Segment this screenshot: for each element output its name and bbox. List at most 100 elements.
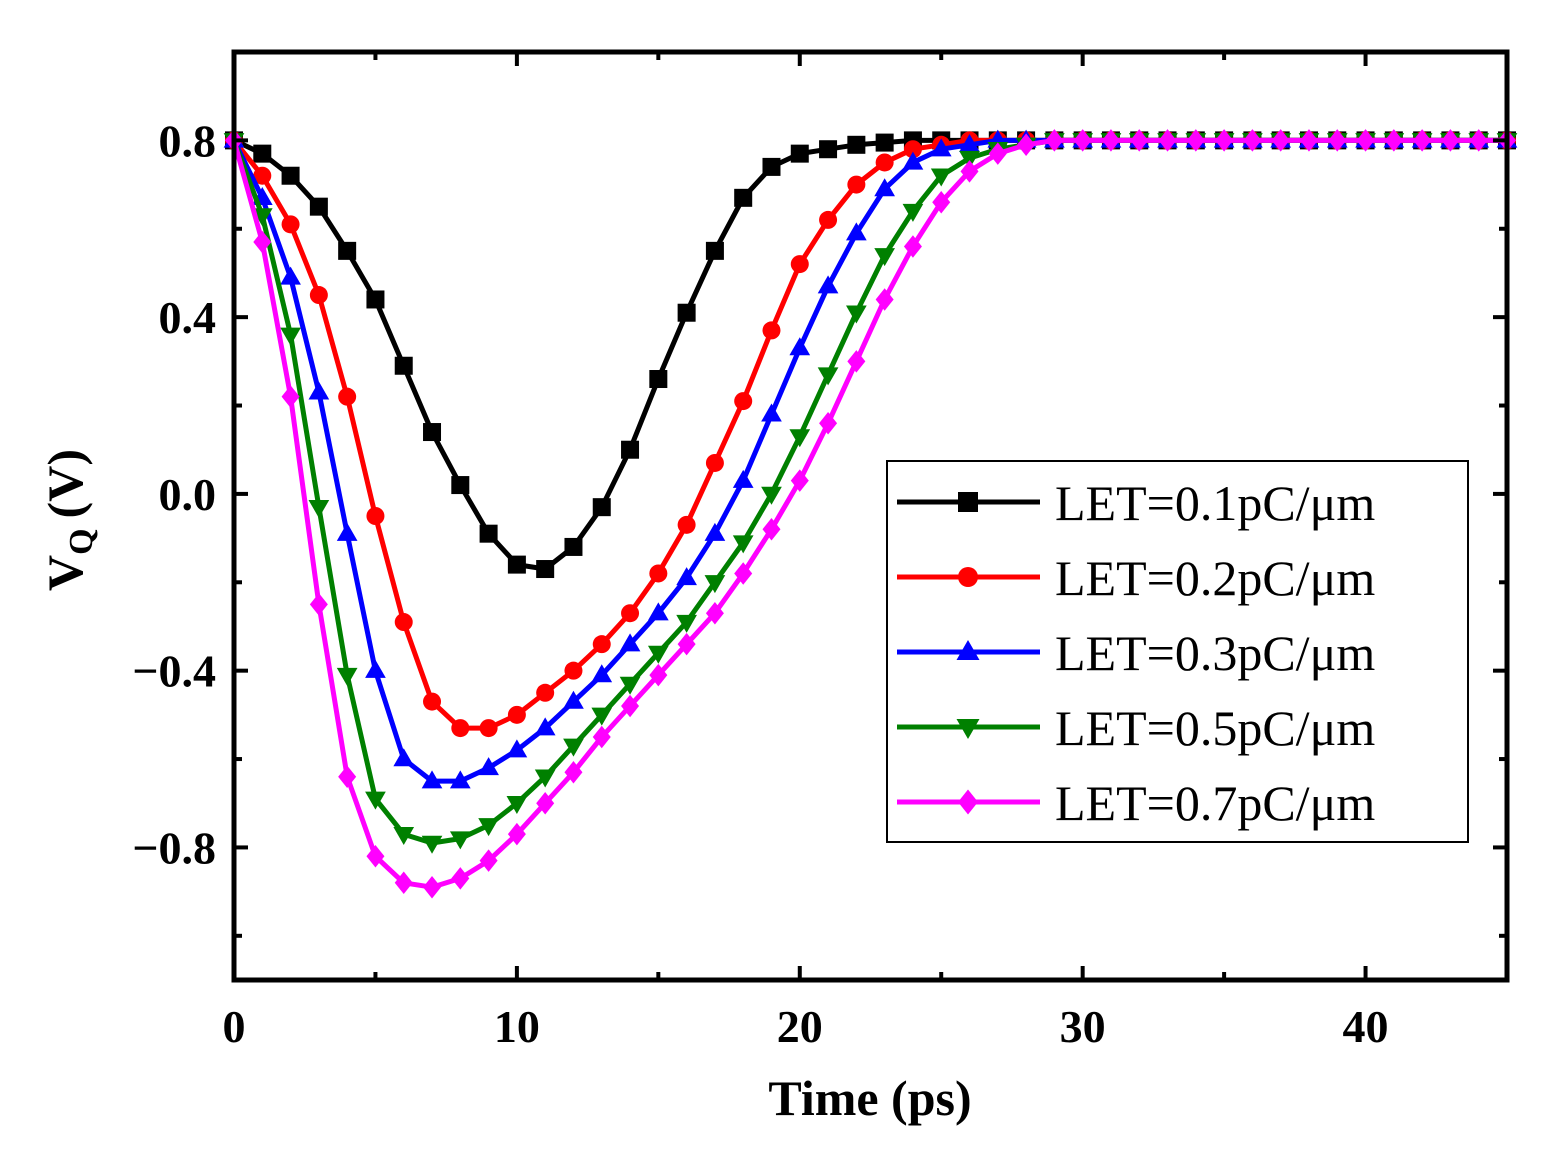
series-5-point (988, 142, 1007, 165)
legend-item-4: LET=0.5pC/μm (897, 700, 1375, 756)
series-3-point (902, 151, 924, 170)
y-axis-title: VQ (V) (37, 449, 100, 591)
legend: LET=0.1pC/μm LET=0.2pC/μm LET=0.3pC/μm LET=… (886, 460, 1469, 843)
series-3-point (959, 134, 980, 152)
legend-label: LET=0.5pC/μm (1055, 700, 1375, 756)
series-5-point (1356, 129, 1375, 152)
series-5-point (677, 632, 696, 656)
series-5-point (1384, 129, 1403, 152)
series-5-point (1243, 129, 1262, 152)
series-5-point (1299, 129, 1318, 152)
svg-text:VQ(V): VQ (V) (37, 449, 100, 591)
x-tick-label: 0 (223, 1001, 246, 1052)
series-3-point (393, 748, 415, 767)
series-3-point (506, 739, 528, 758)
series-3-point (789, 337, 811, 356)
y-tick-label: 0.8 (159, 115, 217, 166)
series-5-point (479, 849, 498, 872)
series-1-point (819, 140, 838, 159)
series-3-point (874, 178, 895, 197)
series-1-point (253, 144, 272, 163)
series-5-point (1017, 133, 1036, 157)
series-5-point (1413, 129, 1432, 152)
series-1-point (507, 555, 526, 574)
series-3-point (421, 770, 443, 789)
legend-label: LET=0.1pC/μm (1055, 475, 1375, 531)
series-4-point (761, 486, 782, 505)
legend-marker (956, 640, 980, 660)
series-3-point (280, 266, 301, 285)
series-2-point (847, 175, 866, 194)
series-5-point (1130, 129, 1149, 152)
series-4-point (902, 203, 924, 222)
series-5-point (1441, 129, 1460, 152)
series-1-point (281, 166, 300, 185)
series-5-point (960, 160, 979, 183)
series-layer (223, 129, 1518, 899)
series-5-point (1158, 129, 1177, 152)
series-5-point (564, 761, 583, 784)
series-5-point (790, 469, 809, 492)
series-5-point (394, 871, 413, 895)
series-5-point (1101, 129, 1120, 152)
series-4-point (732, 535, 754, 554)
series-1-point (875, 133, 894, 152)
series-5-point (507, 822, 526, 846)
series-2-point (253, 166, 272, 185)
series-3-point (930, 138, 952, 157)
series-4-point (336, 667, 358, 686)
series-4-point (563, 738, 584, 757)
series-3-point (534, 717, 556, 736)
series-5-point (536, 791, 555, 815)
legend-item-3: LET=0.3pC/μm (897, 625, 1375, 681)
series-5-point (1328, 129, 1347, 152)
series-5-point (621, 694, 640, 718)
series-5-point (649, 663, 668, 687)
series-1-point (366, 290, 385, 309)
legend-marker (958, 492, 978, 512)
series-5-point (592, 725, 611, 749)
series-4-point (647, 645, 669, 664)
series-2-point (451, 719, 470, 738)
series-2-point (762, 321, 781, 340)
series-5-point (1045, 129, 1064, 152)
y-axis-title-sub: Q (63, 528, 100, 554)
series-5-point (253, 230, 272, 254)
series-5-point (451, 867, 470, 890)
series-2-point (281, 215, 300, 234)
series-3-point (619, 633, 641, 652)
series-2-point (423, 692, 442, 711)
y-axis-title-unit: (V) (37, 449, 93, 518)
series-4-point (874, 248, 895, 267)
series-2-point (903, 140, 922, 159)
series-1-point (592, 498, 611, 517)
series-5-point (1469, 129, 1488, 152)
series-3-point (478, 757, 499, 776)
series-5-point (903, 235, 922, 258)
series-1-point (338, 241, 357, 260)
ticks-layer: 0 10 20 30 40 0.8 0.4 0.0 −0.4 −0.8 (132, 50, 1507, 1052)
series-2-point (366, 507, 385, 525)
series-2-point (592, 635, 611, 654)
series-4-point (930, 168, 952, 187)
series-4-point (393, 826, 415, 845)
series-5-point (423, 875, 442, 899)
series-1-point (536, 560, 555, 579)
series-2-point (790, 255, 809, 274)
series-3-point (563, 690, 584, 709)
legend-label: LET=0.7pC/μm (1055, 775, 1375, 831)
series-1-point (762, 157, 781, 176)
legend-label: LET=0.2pC/μm (1055, 550, 1375, 606)
series-5-point (366, 845, 385, 868)
series-3-point (365, 659, 386, 678)
legend-item-5: LET=0.7pC/μm (897, 775, 1375, 831)
series-5-point (847, 350, 866, 373)
series-4-point (704, 575, 726, 594)
series-4-point (478, 818, 499, 837)
series-4-point (421, 835, 443, 854)
series-2-point (479, 719, 498, 738)
series-4-point (591, 707, 613, 726)
series-3-point (591, 664, 613, 683)
series-4-point (534, 769, 556, 788)
series-2-point (819, 210, 838, 229)
